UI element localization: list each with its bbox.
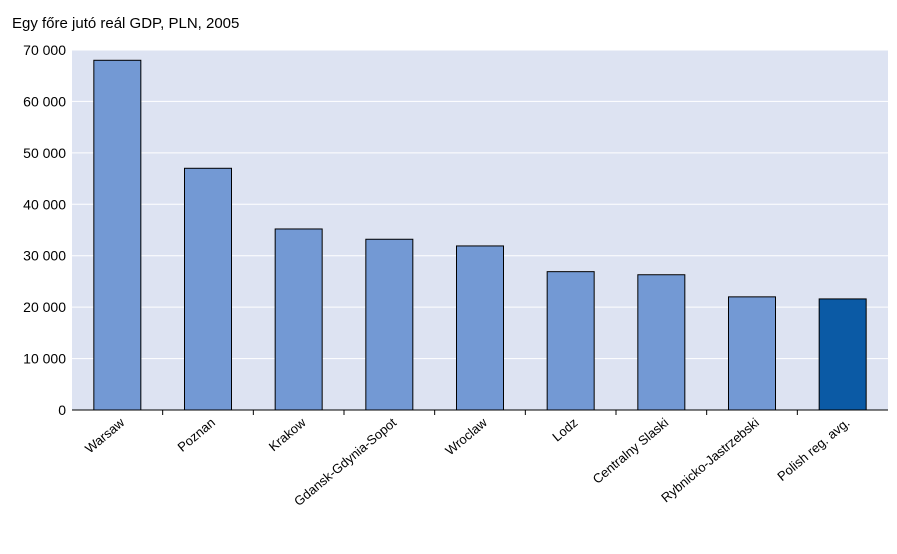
y-tick-label-1: 10 000 (23, 351, 66, 367)
y-tick-label-7: 70 000 (23, 42, 66, 58)
y-tick-label-6: 60 000 (23, 93, 66, 109)
bar-1 (184, 167, 232, 411)
bar-0 (93, 59, 142, 411)
bar-5 (546, 271, 595, 411)
chart-title: Egy főre jutó reál GDP, PLN, 2005 (12, 15, 240, 32)
x-tick-label-7: Rybnicko-Jastrzebski (658, 415, 762, 506)
x-tick-label-1: Poznan (175, 415, 218, 455)
y-tick-label-5: 50 000 (23, 145, 66, 161)
bar-7 (728, 296, 776, 411)
bar-4 (456, 245, 504, 411)
bar-3 (365, 238, 414, 411)
x-tick-label-5: Lodz (549, 415, 580, 445)
x-tick-label-2: Krakow (266, 414, 309, 454)
x-tick-label-8: Polish reg. avg. (774, 415, 852, 484)
y-tick-label-4: 40 000 (23, 196, 66, 212)
x-tick-label-0: Warsaw (82, 414, 128, 456)
y-tick-label-2: 20 000 (23, 299, 66, 315)
bar-2 (274, 228, 323, 411)
y-tick-label-0: 0 (58, 402, 66, 418)
bar-8 (818, 298, 867, 411)
bar-6 (637, 274, 686, 411)
x-tick-label-6: Centralny Slaski (590, 415, 672, 487)
x-tick-label-4: Wroclaw (442, 414, 490, 458)
x-tick-label-3: Gdansk-Gdynia-Sopot (291, 415, 399, 509)
y-tick-label-3: 30 000 (23, 248, 66, 264)
